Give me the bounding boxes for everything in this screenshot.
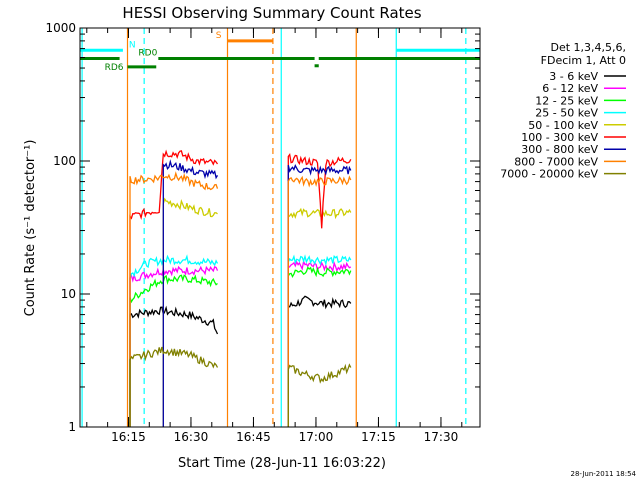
legend-entry-label: 3 - 6 keV (549, 70, 598, 83)
series-line (287, 254, 352, 427)
series-line (162, 159, 219, 427)
x-tick-label: 16:15 (111, 430, 146, 444)
series-line (162, 197, 218, 427)
series-line (287, 363, 352, 427)
plot-area: N S RD0 RD6 (80, 28, 480, 427)
legend-entry-label: 800 - 7000 keV (514, 155, 598, 168)
x-axis-label: Start Time (28-Jun-11 16:03:22) (178, 456, 386, 471)
x-tick-label: 17:00 (299, 430, 334, 444)
y-axis-label: Count Rate (s⁻¹ detector⁻¹) (23, 140, 38, 317)
state-bar-label: RD0 (138, 48, 157, 58)
y-tick-label: 1 (68, 420, 76, 434)
y-tick-label: 1000 (45, 21, 76, 35)
series-line (287, 207, 352, 427)
state-bar-label: RD6 (105, 63, 124, 73)
y-tick-label: 100 (53, 154, 76, 168)
legend-header: Det 1,3,4,5,6, (550, 41, 626, 54)
chart-title: HESSI Observing Summary Count Rates (122, 4, 421, 22)
legend-entry-label: 100 - 300 keV (521, 131, 598, 144)
series-line (287, 175, 352, 427)
plot-frame (79, 27, 481, 428)
series-line (287, 295, 352, 427)
y-tick-label: 10 (61, 287, 76, 301)
x-tick-label: 17:30 (424, 430, 459, 444)
legend-entry-label: 50 - 100 keV (528, 119, 598, 132)
series-line (129, 254, 219, 427)
series-line (129, 346, 219, 427)
x-tick-label: 16:30 (174, 430, 209, 444)
legend-entry-label: 300 - 800 keV (521, 143, 598, 156)
legend: Det 1,3,4,5,6,FDecim 1, Att 0 3 - 6 keV6 … (500, 41, 626, 181)
series-line (287, 152, 352, 427)
series-line (129, 171, 219, 427)
legend-entry-label: 7000 - 20000 keV (500, 168, 598, 181)
timestamp-footer: 28-Jun-2011 18:54 (571, 470, 637, 478)
series-line (287, 259, 352, 427)
series-line (129, 149, 219, 427)
series-line (129, 305, 219, 427)
state-bar-label: N (129, 40, 136, 50)
state-bar-label: S (216, 31, 222, 41)
axes: 1 10 100 1000 16:15 16:30 16:45 17:00 17:15 17:30 (45, 21, 480, 444)
series-line (129, 265, 219, 427)
legend-entry-label: 6 - 12 keV (542, 82, 598, 95)
legend-entry-label: 12 - 25 keV (535, 94, 598, 107)
x-tick-label: 16:45 (236, 430, 271, 444)
series-line (287, 164, 352, 427)
series-line (129, 274, 218, 427)
legend-header: FDecim 1, Att 0 (541, 54, 626, 67)
x-tick-label: 17:15 (361, 430, 396, 444)
legend-entry-label: 25 - 50 keV (535, 107, 598, 120)
series-line (287, 266, 352, 427)
